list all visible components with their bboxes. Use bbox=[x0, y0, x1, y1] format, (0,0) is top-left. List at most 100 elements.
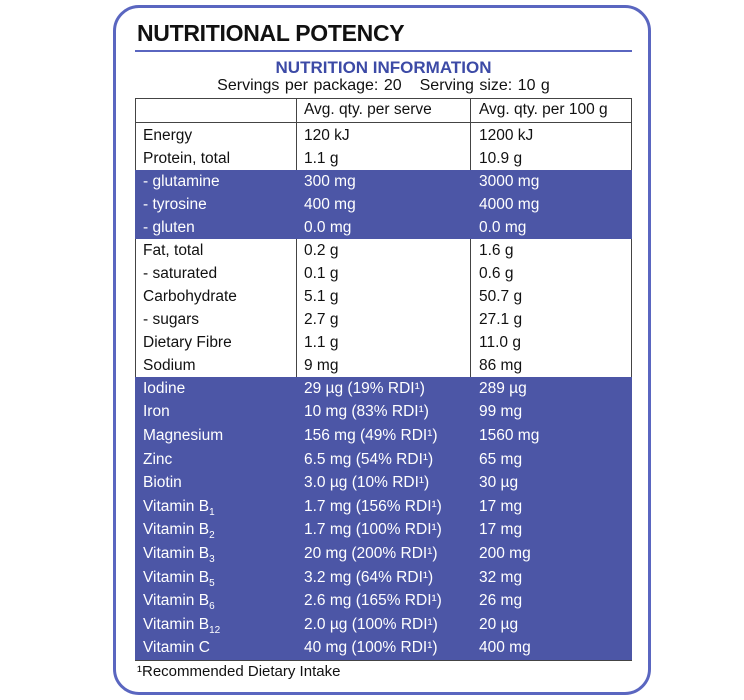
name-text: Vitamin B bbox=[143, 615, 210, 633]
row-value: 289 µg bbox=[479, 379, 527, 397]
row-value: 0.2 g bbox=[304, 241, 339, 259]
row-value: 3.0 µg (10% RDI¹) bbox=[304, 474, 430, 492]
row-name: - glutamine bbox=[143, 171, 220, 193]
row-value: 9 mg bbox=[304, 356, 339, 374]
row-name: Magnesium bbox=[143, 425, 223, 447]
name-text: Vitamin B bbox=[143, 545, 210, 562]
row-value: 86 mg bbox=[479, 356, 523, 374]
row-name: - tyrosine bbox=[143, 194, 207, 216]
subscript: 6 bbox=[209, 601, 215, 613]
row-value: 20 mg (200% RDI¹) bbox=[304, 545, 438, 562]
name-text: Vitamin B bbox=[143, 568, 210, 586]
row-name: Vitamin B3 bbox=[143, 543, 215, 571]
row-value: 1.7 mg (100% RDI¹) bbox=[304, 521, 442, 539]
footnote: ¹Recommended Dietary Intake bbox=[137, 663, 341, 680]
highlight-band: Iodine 29 µg (19% RDI¹) 289 µg Iron 10 mg (8… bbox=[135, 377, 632, 661]
frame bbox=[113, 5, 651, 695]
serving-info: Servings per package: 20 Serving size: 10… bbox=[135, 77, 632, 95]
name-text: - sugars bbox=[143, 310, 199, 328]
row-value: 156 mg (49% RDI¹) bbox=[304, 427, 438, 444]
row-name: Fat, total bbox=[143, 240, 203, 262]
row-name: Protein, total bbox=[143, 148, 230, 170]
row-value: 0.0 mg bbox=[479, 218, 527, 236]
row-value: 3.2 mg (64% RDI¹) bbox=[304, 568, 434, 586]
row-value: 17 mg bbox=[479, 497, 523, 515]
name-text: - glutamine bbox=[143, 172, 220, 190]
row-value: 1560 mg bbox=[479, 427, 540, 444]
servings: Servings per package: 20 bbox=[217, 77, 402, 94]
row-value: 20 µg bbox=[479, 615, 519, 633]
row-value: 0.0 mg bbox=[304, 218, 352, 236]
row-value: 29 µg (19% RDI¹) bbox=[304, 379, 425, 397]
row-value: 200 mg bbox=[479, 545, 531, 562]
serving-size: Serving size: 10 g bbox=[419, 77, 550, 94]
row-value: 2.7 g bbox=[304, 310, 339, 328]
name-text: Carbohydrate bbox=[143, 287, 237, 305]
row-name: Dietary Fibre bbox=[143, 332, 232, 354]
table-line bbox=[135, 660, 632, 661]
name-text: Fat, total bbox=[143, 241, 204, 259]
row-name: Sodium bbox=[143, 355, 196, 377]
title: NUTRITIONAL POTENCY bbox=[137, 20, 405, 46]
row-name: Zinc bbox=[143, 449, 172, 471]
row-value: 17 mg bbox=[479, 521, 523, 539]
name-text: Zinc bbox=[143, 450, 173, 468]
row-value: 40 mg (100% RDI¹) bbox=[304, 639, 438, 657]
name-text: Magnesium bbox=[143, 427, 224, 444]
row-value: 1.6 g bbox=[479, 241, 514, 259]
row-value: 27.1 g bbox=[479, 310, 523, 328]
panel-title: NUTRITION INFORMATION bbox=[275, 58, 492, 77]
table-line bbox=[135, 122, 632, 123]
row-value: 1.1 g bbox=[304, 149, 339, 167]
name-text: Dietary Fibre bbox=[143, 333, 232, 351]
name-text: - saturated bbox=[143, 264, 218, 282]
row-value: 2.0 µg (100% RDI¹) bbox=[304, 615, 438, 633]
name-text: Vitamin C bbox=[143, 639, 210, 657]
name-text: Iodine bbox=[143, 379, 186, 397]
row-value: 120 kJ bbox=[304, 126, 350, 144]
subscript: 1 bbox=[209, 506, 215, 518]
row-name: Energy bbox=[143, 125, 192, 147]
row-name: Carbohydrate bbox=[143, 286, 237, 308]
row-value: 6.5 mg (54% RDI¹) bbox=[304, 450, 434, 468]
row-value: 11.0 g bbox=[479, 333, 521, 351]
name-text: Vitamin B bbox=[143, 497, 210, 515]
row-name: Vitamin B5 bbox=[143, 567, 215, 595]
row-name: Vitamin B1 bbox=[143, 496, 215, 524]
row-value: 32 mg bbox=[479, 568, 523, 586]
divider bbox=[135, 50, 632, 52]
row-name: Iodine bbox=[143, 378, 185, 400]
column-header: Avg. qty. per serve bbox=[304, 101, 432, 118]
row-name: Vitamin C bbox=[143, 637, 210, 659]
name-text: Energy bbox=[143, 126, 193, 144]
row-name: Iron bbox=[143, 401, 170, 423]
subscript: 3 bbox=[209, 554, 215, 565]
row-value: 3000 mg bbox=[479, 172, 540, 190]
row-value: 5.1 g bbox=[304, 287, 339, 305]
row-name: - gluten bbox=[143, 217, 195, 239]
row-name: Vitamin B12 bbox=[143, 614, 220, 642]
column-header: Avg. qty. per 100 g bbox=[479, 101, 608, 118]
row-name: Vitamin B2 bbox=[143, 519, 215, 547]
name-text: Vitamin B bbox=[143, 521, 210, 539]
row-name: Biotin bbox=[143, 472, 182, 494]
row-value: 2.6 mg (165% RDI¹) bbox=[304, 592, 442, 610]
row-value: 50.7 g bbox=[479, 287, 523, 305]
row-value: 0.1 g bbox=[304, 264, 339, 282]
subscript: 12 bbox=[209, 624, 221, 636]
row-value: 65 mg bbox=[479, 450, 523, 468]
name-text: Sodium bbox=[143, 356, 196, 374]
row-value: 400 mg bbox=[304, 195, 356, 213]
name-text: Iron bbox=[143, 403, 170, 421]
row-value: 0.6 g bbox=[479, 264, 514, 282]
name-text: - gluten bbox=[143, 218, 195, 236]
row-value: 1200 kJ bbox=[479, 126, 534, 144]
table-line bbox=[135, 98, 632, 99]
subscript: 2 bbox=[209, 530, 215, 542]
row-value: 1.7 mg (156% RDI¹) bbox=[304, 497, 442, 515]
highlight-band: - glutamine 300 mg 3000 mg - tyrosine 400 mg… bbox=[135, 170, 632, 239]
row-value: 26 mg bbox=[479, 592, 523, 610]
name-text: Vitamin B bbox=[143, 592, 210, 610]
subscript: 5 bbox=[209, 577, 215, 589]
